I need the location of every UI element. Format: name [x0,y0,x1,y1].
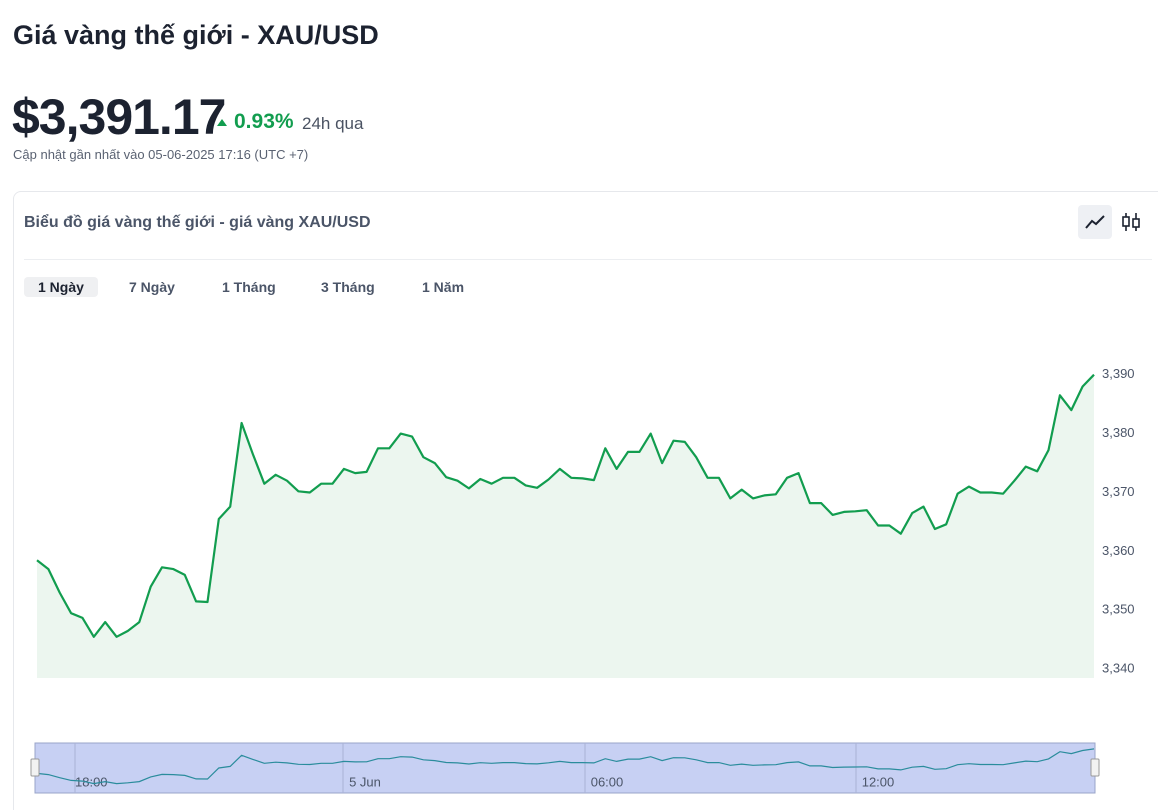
updated-time: Cập nhật gần nhất vào 05-06-2025 17:16 (… [13,147,309,162]
price: $3,391.17 [12,89,226,145]
chart-card [13,191,1158,810]
navigator-label: 18:00 [75,774,108,789]
navigator-line [36,748,1095,785]
y-tick-label: 3,360 [1102,543,1135,558]
y-tick-label: 3,380 [1102,425,1135,440]
y-tick-label: 3,370 [1102,484,1135,499]
tab[interactable]: 1 Tháng [222,279,276,295]
navigator-handle[interactable] [1090,758,1100,777]
navigator-handle[interactable] [30,758,40,777]
candle-view-button[interactable] [1114,205,1148,239]
price-line [36,373,1095,638]
divider [24,259,1152,260]
page-title: Giá vàng thế giới - XAU/USD [13,20,379,50]
change-period: 24h qua [302,114,364,133]
area [37,374,1094,678]
y-tick-label: 3,350 [1102,602,1135,617]
change: 0.93% [234,110,294,133]
navigator-bg [34,742,1096,794]
tab[interactable]: 3 Tháng [321,279,375,295]
tab[interactable]: 1 Năm [422,279,465,295]
tab[interactable]: 7 Ngày [129,279,175,295]
up-arrow [217,119,227,126]
y-tick-label: 3,340 [1102,661,1135,676]
tab[interactable]: 1 Ngày [24,277,98,297]
navigator-label: 12:00 [862,774,895,789]
card-title: Biểu đồ giá vàng thế giới - giá vàng XAU… [24,214,371,231]
navigator-label: 5 Jun [349,774,381,789]
line-view-button[interactable] [1078,205,1112,239]
y-tick-label: 3,390 [1102,366,1135,381]
navigator-label: 06:00 [591,774,624,789]
